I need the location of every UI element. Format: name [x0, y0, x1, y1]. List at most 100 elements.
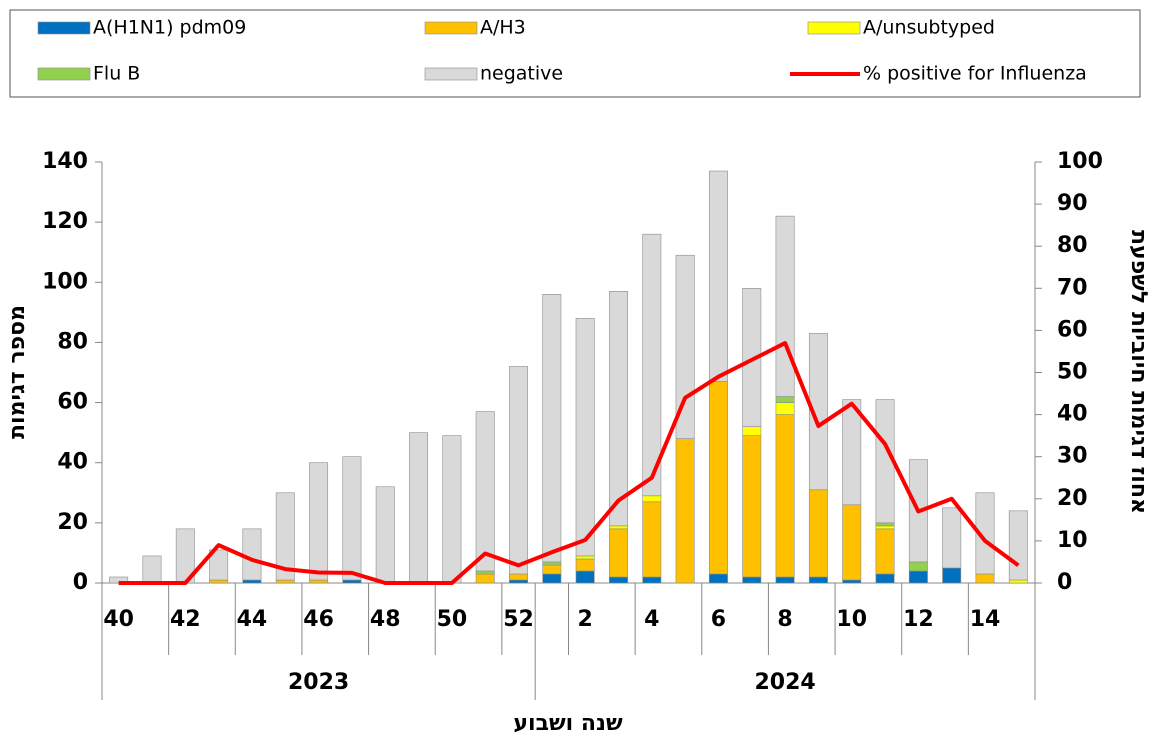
legend-label: A(H1N1) pdm09: [93, 17, 246, 39]
bar-segment: [609, 291, 628, 527]
x-axis-title: שנה ושבוע: [513, 711, 623, 736]
y2-tick-label: 50: [1057, 360, 1088, 385]
y2-tick-label: 100: [1057, 149, 1103, 174]
y-tick-label: 60: [57, 390, 88, 415]
x-tick-label: 50: [437, 607, 468, 632]
bar-segment: [242, 528, 262, 581]
bar-segment: [475, 570, 495, 575]
bar-segment: [808, 489, 828, 578]
bar-segment: [775, 396, 795, 403]
y2-tick-label: 80: [1057, 233, 1088, 258]
bar-segment: [509, 579, 528, 584]
y2-tick-label: 20: [1057, 486, 1088, 511]
x-tick-label: 12: [903, 607, 934, 632]
bar-segment: [542, 561, 562, 566]
legend-label: A/unsubtyped: [863, 17, 995, 39]
legend-swatch: [424, 21, 478, 35]
x-tick-label: 40: [103, 607, 134, 632]
bar-segment: [475, 411, 495, 572]
bar-segment: [708, 381, 728, 575]
x-tick-label: 8: [777, 607, 792, 632]
bar-segment: [875, 525, 895, 530]
bar-segment: [808, 333, 828, 491]
y2-tick-label: 10: [1057, 528, 1088, 553]
bar-segment: [842, 579, 862, 584]
bar-segment: [942, 507, 962, 569]
x-tick-label: 14: [970, 607, 1001, 632]
bar-segment: [375, 486, 395, 584]
bar-segment: [708, 573, 728, 584]
bar-segment: [275, 492, 295, 581]
x-tick-label: 52: [503, 607, 534, 632]
bar-segment: [309, 462, 329, 581]
x-tick-label: 46: [303, 607, 334, 632]
bar-segment: [542, 564, 562, 575]
bar-segment: [542, 573, 562, 584]
bar-segment: [708, 170, 728, 382]
bar-segment: [275, 579, 295, 584]
year-label: 2024: [754, 670, 815, 695]
x-tick-label: 42: [170, 607, 201, 632]
y2-tick-label: 60: [1057, 317, 1088, 342]
bar-segment: [642, 495, 662, 503]
bar-segment: [575, 558, 595, 572]
bar-segment: [875, 573, 895, 584]
y-tick-label: 120: [42, 209, 88, 234]
legend-label: A/H3: [480, 17, 526, 39]
bar-segment: [642, 233, 662, 497]
bar-segment: [609, 525, 628, 530]
bar-segment: [975, 573, 995, 584]
bar-segment: [775, 576, 795, 584]
x-tick-label: 10: [836, 607, 867, 632]
bar-segment: [1008, 579, 1028, 584]
bar-segment: [742, 426, 762, 436]
y2-axis-title: אחוז דגימות חיוביות לשפעת: [1126, 230, 1151, 514]
line-series: [118, 341, 1020, 585]
bar-segment: [742, 435, 762, 578]
bar-segment: [409, 432, 429, 584]
bar-segment: [975, 492, 995, 575]
bar-segment: [442, 435, 462, 584]
bar-segment: [342, 579, 362, 584]
y2-tick-label: 30: [1057, 444, 1088, 469]
y2-tick-label: 70: [1057, 275, 1088, 300]
bar-segment: [675, 438, 695, 584]
legend-label: negative: [480, 63, 563, 85]
y-axis-title: מספר דגימות: [5, 305, 30, 439]
bar-segment: [209, 579, 229, 584]
bar-segment: [609, 576, 628, 584]
y-tick-label: 140: [42, 149, 88, 174]
legend-swatch: [807, 21, 861, 35]
bar-segment: [742, 576, 762, 584]
y-tick-label: 40: [57, 450, 88, 475]
bar-segment: [908, 570, 928, 584]
bar-segment: [642, 501, 662, 578]
bar-segment: [142, 555, 162, 584]
bar-segment: [609, 528, 628, 578]
bar-segment: [575, 570, 595, 584]
bar-segment: [842, 399, 862, 506]
y-tick-label: 0: [73, 570, 88, 595]
bar-segment: [842, 504, 862, 581]
bar-segment: [808, 576, 828, 584]
bar-segment: [309, 579, 329, 584]
y-tick-label: 80: [57, 329, 88, 354]
bar-segment: [209, 549, 229, 581]
bar-segment: [942, 567, 962, 584]
bar-segment: [242, 579, 262, 584]
y2-tick-label: 0: [1057, 570, 1072, 595]
bar-segment: [475, 573, 495, 584]
y-tick-label: 100: [42, 269, 88, 294]
bar-segment: [875, 522, 895, 527]
bar-segment: [875, 528, 895, 575]
legend-label: Flu B: [93, 63, 140, 85]
legend-swatch: [37, 67, 91, 81]
bar-segment: [575, 318, 595, 557]
legend-swatch: [424, 67, 478, 81]
x-tick-label: 6: [711, 607, 726, 632]
bar-segment: [775, 402, 795, 415]
x-tick-label: 4: [644, 607, 659, 632]
bar-segment: [775, 414, 795, 578]
bar-segment: [908, 561, 928, 572]
